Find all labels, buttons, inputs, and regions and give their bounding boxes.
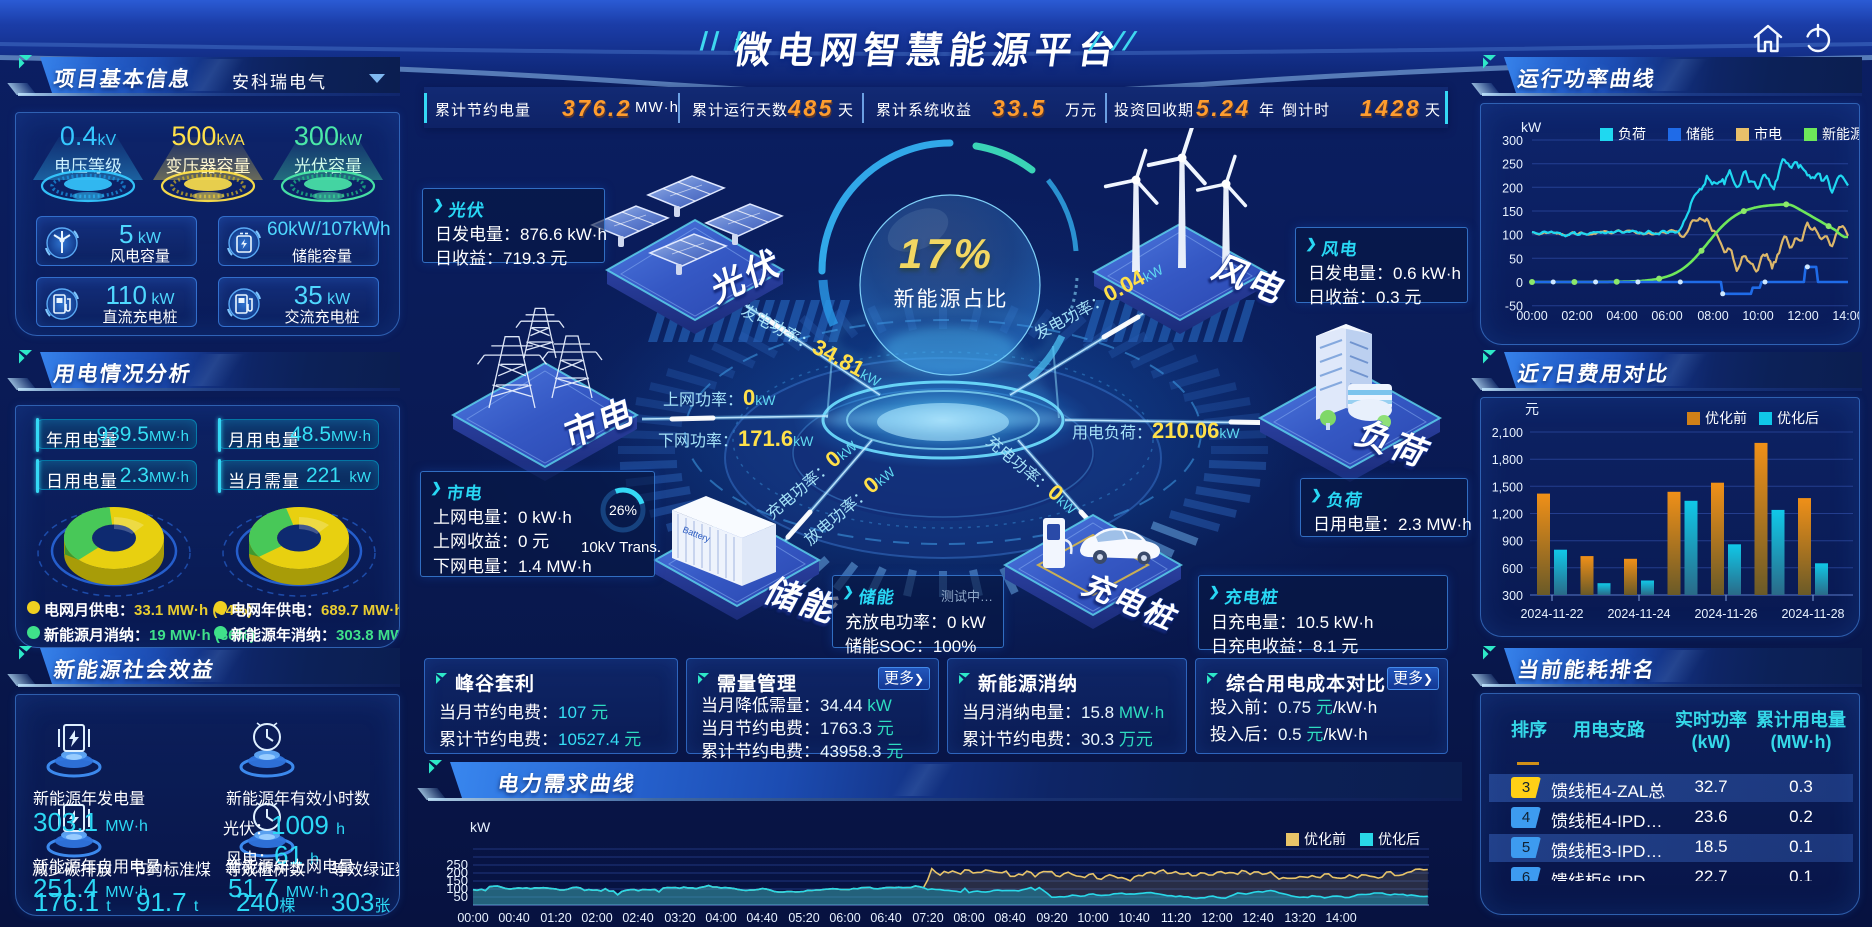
svg-text:1,800: 1,800 bbox=[1492, 453, 1523, 467]
svg-text:储能: 储能 bbox=[1686, 126, 1714, 142]
svg-text:250: 250 bbox=[1502, 158, 1523, 172]
svg-text:300: 300 bbox=[1502, 589, 1523, 603]
svg-text:kW: kW bbox=[1521, 119, 1542, 135]
svg-text:08:00: 08:00 bbox=[1697, 309, 1728, 323]
svg-text:08:00: 08:00 bbox=[953, 911, 984, 925]
svg-text:元: 元 bbox=[1525, 401, 1539, 417]
svg-text:10:40: 10:40 bbox=[1118, 911, 1149, 925]
svg-text:00:00: 00:00 bbox=[457, 911, 488, 925]
svg-text:200: 200 bbox=[1502, 181, 1523, 195]
svg-text:07:20: 07:20 bbox=[912, 911, 943, 925]
svg-text:100: 100 bbox=[446, 881, 468, 896]
svg-text:00:40: 00:40 bbox=[498, 911, 529, 925]
svg-text:14:00: 14:00 bbox=[1832, 309, 1860, 323]
svg-text:50: 50 bbox=[1509, 252, 1523, 266]
svg-text:200: 200 bbox=[446, 865, 468, 880]
svg-text:06:40: 06:40 bbox=[870, 911, 901, 925]
svg-text:优化后: 优化后 bbox=[1777, 410, 1819, 426]
svg-text:2024-11-22: 2024-11-22 bbox=[1520, 607, 1583, 621]
svg-text:12:40: 12:40 bbox=[1242, 911, 1273, 925]
svg-text:11:20: 11:20 bbox=[1161, 911, 1191, 925]
svg-text:用电负荷：210.06kW: 用电负荷：210.06kW bbox=[1072, 418, 1240, 443]
svg-text:04:40: 04:40 bbox=[746, 911, 777, 925]
svg-text:优化后: 优化后 bbox=[1378, 831, 1420, 847]
svg-text:03:20: 03:20 bbox=[664, 911, 695, 925]
svg-text:150: 150 bbox=[446, 873, 468, 888]
svg-text:26%: 26% bbox=[609, 502, 637, 518]
svg-text:06:00: 06:00 bbox=[1651, 309, 1682, 323]
svg-text:300: 300 bbox=[1502, 134, 1523, 148]
svg-text:负荷: 负荷 bbox=[1618, 126, 1646, 142]
svg-text:新能源占比: 新能源占比 bbox=[894, 288, 1009, 311]
svg-text:1,500: 1,500 bbox=[1492, 480, 1523, 494]
svg-text:00:00: 00:00 bbox=[1516, 309, 1547, 323]
svg-text:2024-11-28: 2024-11-28 bbox=[1781, 607, 1844, 621]
svg-text:新能源: 新能源 bbox=[1822, 126, 1860, 142]
svg-text:10:00: 10:00 bbox=[1742, 309, 1773, 323]
svg-text:04:00: 04:00 bbox=[705, 911, 736, 925]
svg-text:17%: 17% bbox=[899, 230, 995, 277]
svg-text:12:00: 12:00 bbox=[1787, 309, 1818, 323]
svg-text:05:20: 05:20 bbox=[788, 911, 819, 925]
svg-text:14:00: 14:00 bbox=[1325, 911, 1356, 925]
svg-text:02:00: 02:00 bbox=[1561, 309, 1592, 323]
svg-text:下网功率：171.6kW: 下网功率：171.6kW bbox=[658, 426, 814, 451]
svg-text:10:00: 10:00 bbox=[1077, 911, 1108, 925]
svg-text:06:00: 06:00 bbox=[829, 911, 860, 925]
svg-text:600: 600 bbox=[1502, 562, 1523, 576]
svg-text:优化前: 优化前 bbox=[1705, 410, 1747, 426]
svg-text:08:40: 08:40 bbox=[994, 911, 1025, 925]
svg-text:2024-11-24: 2024-11-24 bbox=[1607, 607, 1670, 621]
svg-text:50: 50 bbox=[454, 889, 468, 904]
svg-text:250: 250 bbox=[446, 857, 468, 872]
svg-text:上网功率：0kW: 上网功率：0kW bbox=[663, 385, 776, 410]
svg-text:09:20: 09:20 bbox=[1036, 911, 1067, 925]
svg-text:13:20: 13:20 bbox=[1284, 911, 1315, 925]
svg-text:1,200: 1,200 bbox=[1492, 508, 1523, 522]
svg-text:kW: kW bbox=[470, 819, 491, 835]
svg-text:04:00: 04:00 bbox=[1606, 309, 1637, 323]
svg-text:优化前: 优化前 bbox=[1304, 831, 1346, 847]
svg-text:12:00: 12:00 bbox=[1201, 911, 1232, 925]
svg-text:2,100: 2,100 bbox=[1492, 426, 1523, 440]
svg-text:-50: -50 bbox=[1505, 300, 1523, 314]
svg-text:02:40: 02:40 bbox=[622, 911, 653, 925]
svg-text:150: 150 bbox=[1502, 205, 1523, 219]
svg-text:01:20: 01:20 bbox=[540, 911, 571, 925]
svg-text:0: 0 bbox=[1516, 276, 1523, 290]
svg-text:02:00: 02:00 bbox=[581, 911, 612, 925]
svg-text:2024-11-26: 2024-11-26 bbox=[1694, 607, 1757, 621]
svg-text:市电: 市电 bbox=[1754, 126, 1782, 142]
svg-text:100: 100 bbox=[1502, 229, 1523, 243]
svg-text:900: 900 bbox=[1502, 535, 1523, 549]
